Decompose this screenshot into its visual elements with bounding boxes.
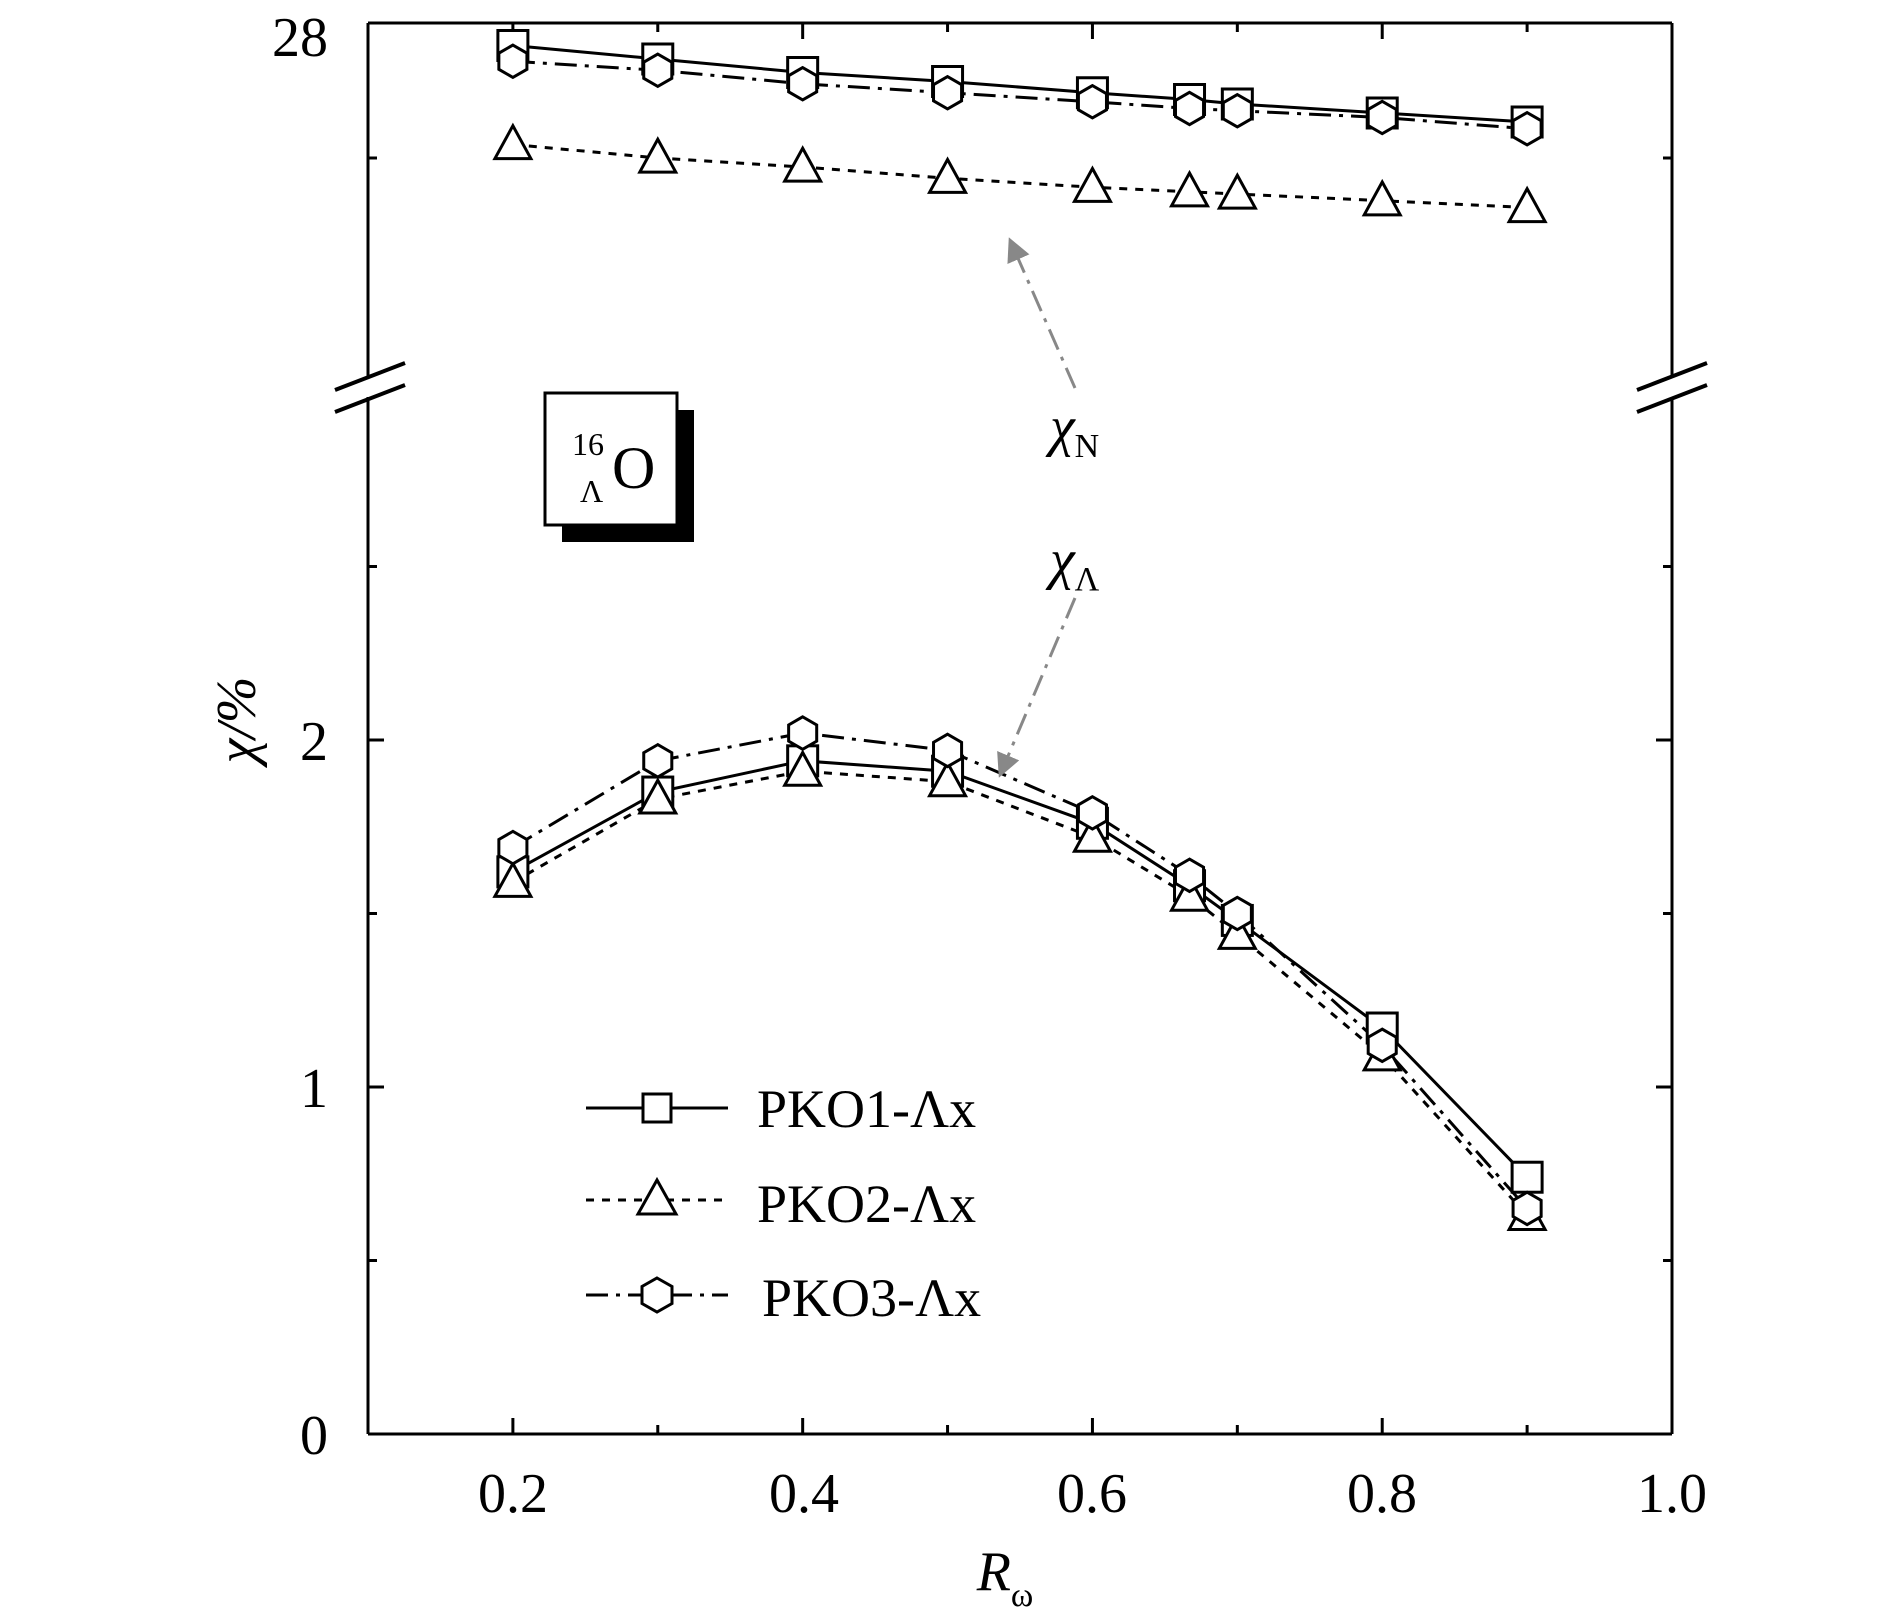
annotation-chi-n: χN — [1007, 237, 1099, 465]
triangle-marker — [1168, 169, 1211, 208]
legend-label-pko1: PKO1-Λx — [757, 1079, 976, 1139]
triangle-marker — [637, 777, 679, 815]
annotation-chi-n-label: χN — [1045, 396, 1099, 465]
hexagon-marker — [1221, 92, 1253, 129]
arrow-chi-n — [1007, 237, 1077, 389]
triangle-marker — [782, 749, 824, 787]
triangle-marker — [1071, 165, 1113, 203]
hexagon-marker — [1173, 857, 1206, 894]
triangle-marker — [1168, 874, 1211, 912]
nucleus-mass-number: 16 — [572, 426, 604, 462]
legend-label-pko3: PKO3-Λx — [762, 1268, 981, 1328]
y-tick-label: 2 — [300, 711, 328, 773]
square-marker — [1510, 1160, 1544, 1194]
hexagon-marker — [787, 65, 819, 102]
triangle-marker — [492, 860, 534, 898]
hexagon-marker — [1221, 895, 1253, 932]
triangle-marker — [637, 136, 679, 174]
x-tick-labels: 0.2 0.4 0.6 0.8 1.0 — [478, 1463, 1707, 1525]
series-layer — [492, 29, 1548, 1231]
hexagon-marker — [932, 732, 964, 769]
legend-triangle-marker — [635, 1176, 679, 1216]
hexagon-marker — [497, 43, 529, 80]
series-markers-3 — [497, 43, 1543, 1227]
hexagon-marker — [497, 829, 529, 866]
legend-square-marker — [641, 1092, 673, 1124]
legend: PKO1-Λx PKO2-Λx PKO3-Λx — [586, 1079, 981, 1328]
annotation-chi-lambda-symbol: χ — [1045, 529, 1076, 591]
hexagon-marker — [787, 715, 819, 751]
nucleus-badge-box — [543, 391, 679, 527]
y-tick-label: 28 — [272, 7, 328, 69]
annotation-chi-lambda-label: χΛ — [1045, 529, 1100, 598]
triangle-marker — [927, 759, 969, 798]
hexagon-marker — [642, 742, 674, 779]
y-axis-title: χ/% — [206, 677, 268, 769]
hexagon-marker — [642, 52, 674, 89]
x-tick-label: 0.4 — [769, 1463, 839, 1525]
x-axis-title: Rω — [976, 1541, 1034, 1614]
x-tick-label: 0.2 — [478, 1463, 548, 1525]
legend-entry: PKO1-Λx — [586, 1079, 976, 1139]
hexagon-marker — [1076, 794, 1108, 831]
arrow-chi-lambda — [997, 597, 1077, 778]
x-tick-label: 1.0 — [1637, 1463, 1707, 1525]
annotation-chi-lambda: χΛ — [997, 529, 1100, 778]
y-tick-label: 1 — [300, 1058, 328, 1120]
legend-label-pko2: PKO2-Λx — [757, 1174, 976, 1234]
triangle-marker — [1361, 178, 1403, 217]
annotation-chi-lambda-sub: Λ — [1075, 561, 1100, 598]
triangle-marker — [1071, 815, 1113, 853]
nucleus-element: O — [612, 435, 655, 501]
axis-break-right-2 — [1636, 383, 1708, 414]
hexagon-marker — [1511, 1190, 1543, 1227]
x-axis-title-sub: ω — [1011, 1577, 1033, 1614]
axis-break-marks — [334, 361, 1708, 414]
axis-break-right-1 — [1636, 361, 1708, 392]
triangle-marker — [1216, 172, 1258, 210]
axis-break-left-2 — [334, 383, 406, 414]
nucleus-hyperon-sub: Λ — [580, 473, 603, 509]
triangle-marker — [492, 122, 534, 161]
triangle-marker — [1506, 185, 1548, 224]
hexagon-marker — [1366, 99, 1398, 136]
x-tick-label: 0.8 — [1347, 1463, 1417, 1525]
x-axis-title-main: R — [976, 1541, 1011, 1603]
series-markers-2 — [492, 122, 1548, 1231]
hexagon-marker — [1076, 83, 1108, 120]
annotation-chi-n-sub: N — [1075, 428, 1100, 465]
legend-hexagon-marker — [640, 1276, 674, 1314]
triangle-marker — [782, 145, 824, 183]
nucleus-badge: 16 Λ O — [543, 391, 694, 542]
axis-ticks — [366, 21, 1674, 1436]
annotation-chi-n-symbol: χ — [1045, 396, 1076, 458]
hexagon-marker — [932, 74, 964, 111]
axis-break-left-1 — [334, 361, 406, 392]
hexagon-marker — [1511, 110, 1543, 147]
x-tick-label: 0.6 — [1057, 1463, 1127, 1525]
hexagon-marker — [1173, 90, 1206, 127]
legend-entry: PKO3-Λx — [586, 1268, 981, 1328]
triangle-marker — [1216, 912, 1258, 950]
y-tick-label: 0 — [300, 1405, 328, 1467]
hexagon-marker — [1366, 1027, 1398, 1064]
triangle-marker — [927, 156, 969, 194]
series-line-chi_Lambda — [512, 769, 1529, 1217]
legend-entry: PKO2-Λx — [586, 1174, 976, 1234]
y-tick-labels: 0 1 2 28 — [272, 7, 328, 1467]
